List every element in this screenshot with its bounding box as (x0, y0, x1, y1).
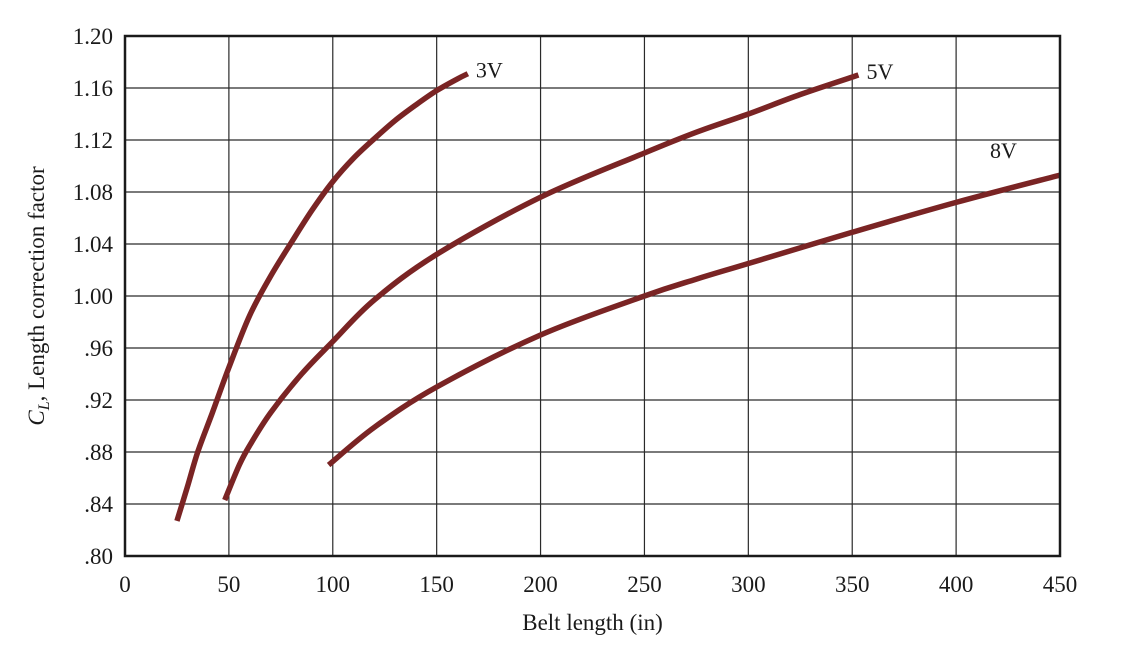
series-line-5v (222, 72, 860, 502)
series-line-3v (174, 71, 470, 522)
y-tick-label: 1.20 (73, 24, 113, 49)
x-axis-title: Belt length (in) (522, 610, 663, 635)
y-tick-label: .88 (84, 440, 113, 465)
series-label-8v: 8V (990, 138, 1017, 163)
x-tick-label: 0 (119, 572, 131, 597)
x-tick-labels: 0 50 100 150 200 250 300 350 400 450 (119, 572, 1077, 597)
x-tick-label: 400 (939, 572, 974, 597)
series-label-5v: 5V (866, 59, 893, 84)
grid (125, 36, 1060, 556)
x-tick-label: 150 (419, 572, 454, 597)
series-lines (174, 71, 1061, 522)
y-tick-label: 1.16 (73, 76, 113, 101)
x-tick-label: 350 (835, 572, 870, 597)
series-label-3v: 3V (476, 58, 503, 83)
y-tick-label: .84 (84, 492, 113, 517)
series-line-8v (326, 172, 1061, 468)
plot-frame (123, 34, 1062, 558)
y-tick-label: .96 (84, 336, 113, 361)
x-tick-label: 50 (217, 572, 240, 597)
y-axis-subscript: L (36, 401, 53, 411)
x-tick-label: 450 (1043, 572, 1078, 597)
y-tick-label: 1.08 (73, 180, 113, 205)
y-tick-labels: .80 .84 .88 .92 .96 1.00 1.04 1.08 1.12 1.16 1.20 (73, 24, 114, 569)
y-axis-symbol: C (24, 410, 49, 426)
y-tick-label: 1.12 (73, 128, 113, 153)
x-tick-label: 250 (627, 572, 662, 597)
y-tick-label: .80 (84, 544, 113, 569)
y-tick-label: 1.04 (73, 232, 114, 257)
y-tick-label: 1.00 (73, 284, 113, 309)
x-tick-label: 100 (316, 572, 351, 597)
x-tick-label: 300 (731, 572, 766, 597)
x-tick-label: 200 (523, 572, 558, 597)
y-axis-title: CL, Length correction factor (24, 166, 53, 426)
series-labels: 3V 5V 8V (476, 58, 1017, 163)
y-tick-label: .92 (84, 388, 113, 413)
y-axis-rest: , Length correction factor (24, 166, 49, 401)
